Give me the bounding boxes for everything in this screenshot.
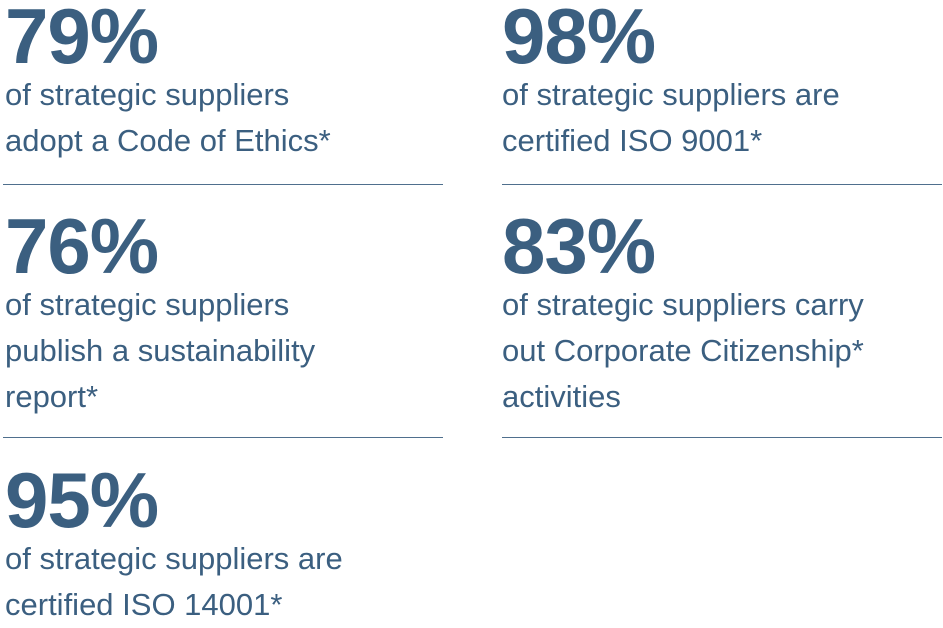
stat-block: 95% of strategic suppliers are certified I… [5,456,445,628]
stat-value: 95% [5,456,159,544]
divider [3,437,443,438]
stat-description: of strategic suppliers carry [502,287,864,322]
stat-block: 83% of strategic suppliers carry out Corpo… [502,202,942,420]
divider [3,184,443,185]
stat-value: 79% [5,0,159,80]
stat-block: 98% of strategic suppliers are certified I… [502,0,942,164]
stat-description: of strategic suppliers [5,77,290,112]
stat-description: publish a sustainability [5,333,316,368]
stat-description: of strategic suppliers [5,287,290,322]
stat-description: activities [502,379,621,414]
divider [502,437,942,438]
stat-description: certified ISO 9001* [502,123,763,158]
stat-value: 83% [502,202,656,290]
stat-block: 76% of strategic suppliers publish a susta… [5,202,445,420]
stat-value: 76% [5,202,159,290]
stat-description: out Corporate Citizenship* [502,333,864,368]
stat-description: adopt a Code of Ethics* [5,123,331,158]
stat-description: of strategic suppliers are [502,77,840,112]
stat-block: 79% of strategic suppliers adopt a Code of… [5,0,445,164]
stat-description: certified ISO 14001* [5,587,283,622]
stat-description: of strategic suppliers are [5,541,343,576]
stat-value: 98% [502,0,656,80]
stat-description: report* [5,379,99,414]
divider [502,184,942,185]
